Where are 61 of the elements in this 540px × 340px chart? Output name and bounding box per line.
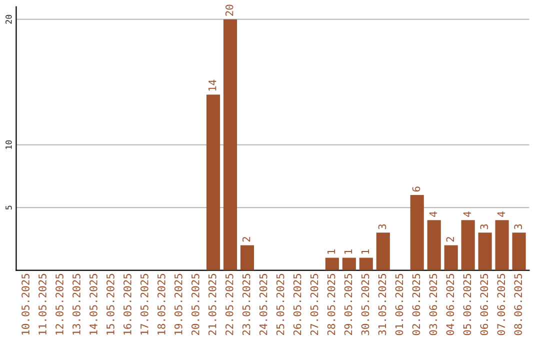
data-label: 20 xyxy=(225,4,234,16)
data-label: 2 xyxy=(446,237,454,242)
x-tick-label: 10.05.2025 xyxy=(22,274,30,335)
x-tick-label: 29.05.2025 xyxy=(344,274,352,336)
bar xyxy=(342,258,356,270)
x-tick-label: 14.05.2025 xyxy=(90,274,98,335)
x-tick-label: 25.05.2025 xyxy=(276,274,284,336)
data-label: 3 xyxy=(378,224,386,230)
x-tick-label: 23.05.2025 xyxy=(242,274,250,336)
x-tick-label: 01.06.2025 xyxy=(395,274,404,336)
x-tick-label: 22.05.2025 xyxy=(225,274,234,336)
x-tick-label: 28.05.2025 xyxy=(327,274,336,336)
bar xyxy=(478,232,492,270)
x-tick-label: 24.05.2025 xyxy=(259,274,268,336)
x-tick-label: 20.05.2025 xyxy=(191,274,200,336)
bar xyxy=(376,232,390,270)
x-tick-label: 15.05.2025 xyxy=(106,274,114,335)
x-tick-label: 12.05.2025 xyxy=(56,274,64,335)
bar xyxy=(410,195,424,270)
data-label: 1 xyxy=(344,249,352,254)
x-tick-label: 17.05.2025 xyxy=(140,274,148,335)
bar xyxy=(206,94,220,270)
x-tick-label: 18.05.2025 xyxy=(157,274,166,335)
bar xyxy=(240,245,254,270)
data-label: 3 xyxy=(480,224,488,230)
data-label: 4 xyxy=(497,212,505,217)
data-label: 1 xyxy=(361,249,370,254)
x-tick-label: 19.05.2025 xyxy=(174,274,182,335)
x-tick-label: 05.06.2025 xyxy=(463,274,472,336)
x-tick-label: 27.05.2025 xyxy=(310,274,318,336)
bar xyxy=(325,258,339,270)
bar xyxy=(461,220,475,270)
x-tick-label: 02.06.2025 xyxy=(412,274,420,336)
x-tick-label: 30.05.2025 xyxy=(361,274,370,336)
bar xyxy=(359,258,373,270)
y-tick-label: 10 xyxy=(6,140,12,149)
data-label: 6 xyxy=(412,186,420,192)
data-label: 2 xyxy=(242,237,250,242)
x-tick-label: 16.05.2025 xyxy=(123,274,132,335)
data-label: 3 xyxy=(514,224,522,230)
x-tick-label: 04.06.2025 xyxy=(446,274,454,336)
data-label: 1 xyxy=(327,249,336,254)
x-tick-label: 06.06.2025 xyxy=(480,274,488,336)
x-tick-label: 21.05.2025 xyxy=(208,274,216,336)
bar xyxy=(495,220,509,270)
x-tick-label: 07.06.2025 xyxy=(497,274,506,336)
bar xyxy=(223,19,238,270)
y-tick-label: 5 xyxy=(6,206,12,210)
data-label: 4 xyxy=(429,212,437,217)
x-tick-label: 03.06.2025 xyxy=(429,274,438,336)
x-tick-label: 13.05.2025 xyxy=(72,274,80,335)
y-tick-label: 20 xyxy=(6,14,12,24)
data-label: 4 xyxy=(463,212,471,217)
x-tick-label: 11.05.2025 xyxy=(38,274,46,335)
bar xyxy=(444,245,458,270)
x-tick-label: 31.05.2025 xyxy=(378,274,386,336)
data-label: 14 xyxy=(208,80,216,91)
bar xyxy=(512,232,526,270)
x-tick-label: 08.06.2025 xyxy=(514,274,522,336)
bar xyxy=(427,220,441,270)
x-tick-label: 26.05.2025 xyxy=(293,274,302,336)
